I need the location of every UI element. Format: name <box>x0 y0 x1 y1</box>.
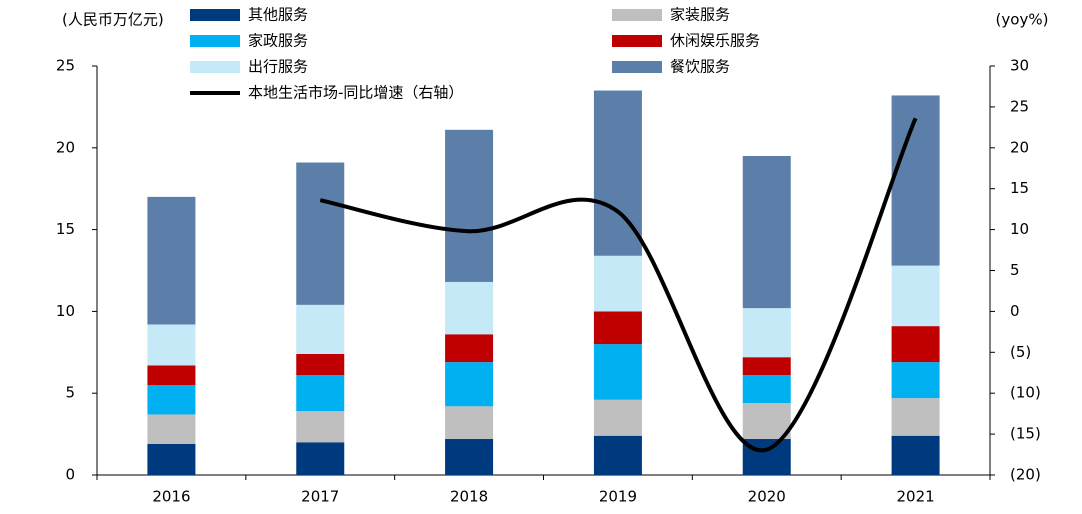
legend-label: 休闲娱乐服务 <box>670 32 760 50</box>
y-tick-label: 25 <box>56 57 75 75</box>
legend-swatch <box>612 35 662 47</box>
x-tick-label: 2019 <box>599 488 637 506</box>
bar-segment <box>296 304 345 354</box>
y-tick-label: 0 <box>65 466 75 484</box>
y2-tick-label: (15) <box>1010 425 1041 443</box>
y-tick-label: 20 <box>56 138 75 156</box>
y-tick-label: 15 <box>56 220 75 238</box>
y-tick-label: 5 <box>65 384 75 402</box>
bar-segment <box>147 385 196 415</box>
legend-label: 其他服务 <box>248 6 308 24</box>
bar-segment <box>445 439 494 475</box>
y2-tick-label: (10) <box>1010 384 1041 402</box>
y2-tick-label: (20) <box>1010 466 1041 484</box>
y2-tick-label: 5 <box>1010 261 1020 279</box>
bar-segment <box>742 155 791 309</box>
y2-tick-label: (5) <box>1010 343 1031 361</box>
bar-segment <box>296 353 345 376</box>
bar-segment <box>891 398 940 436</box>
bar-segment <box>891 265 940 327</box>
bar-segment <box>742 308 791 358</box>
legend-swatch <box>190 61 240 73</box>
bar-segment <box>147 196 196 325</box>
legend-swatch <box>190 35 240 47</box>
legend-swatch <box>612 9 662 21</box>
bar-segment <box>296 162 345 305</box>
bar-segment <box>742 357 791 376</box>
bar-segment <box>593 311 642 345</box>
bar-segment <box>742 403 791 440</box>
legend-swatch <box>612 61 662 73</box>
y2-tick-label: 30 <box>1010 57 1029 75</box>
y2-tick-label: 20 <box>1010 138 1029 156</box>
bar-segment <box>445 362 494 407</box>
y2-tick-label: 15 <box>1010 179 1029 197</box>
bar-segment <box>891 95 940 266</box>
bar-segment <box>445 406 494 440</box>
bar-segment <box>296 442 345 475</box>
y2-tick-label: 25 <box>1010 97 1029 115</box>
x-tick-label: 2018 <box>450 488 488 506</box>
x-tick-label: 2016 <box>152 488 190 506</box>
legend-label: 餐饮服务 <box>670 58 730 76</box>
bar-segment <box>296 375 345 412</box>
y2-axis-label: (yoy%) <box>996 11 1049 29</box>
bar-segment <box>593 399 642 436</box>
bar-segment <box>147 365 196 386</box>
y2-tick-label: 10 <box>1010 220 1029 238</box>
bar-segment <box>147 443 196 475</box>
legend-label: 出行服务 <box>248 58 308 76</box>
legend-label: 本地生活市场-同比增速（右轴） <box>248 84 463 102</box>
bar-segment <box>891 435 940 475</box>
bar-segment <box>445 281 494 335</box>
legend-swatch <box>190 9 240 21</box>
x-tick-label: 2017 <box>301 488 339 506</box>
bar-segment <box>891 362 940 399</box>
bar-segment <box>445 129 494 282</box>
bar-segment <box>147 414 196 444</box>
bar-segment <box>296 411 345 443</box>
bar-segment <box>593 435 642 475</box>
bar-segment <box>891 326 940 363</box>
y2-tick-label: 0 <box>1010 302 1020 320</box>
bar-segment <box>593 255 642 312</box>
legend-label: 家政服务 <box>248 32 308 50</box>
x-tick-label: 2021 <box>896 488 934 506</box>
line-series <box>319 117 918 453</box>
y-tick-label: 10 <box>56 302 75 320</box>
bar-segment <box>147 324 196 366</box>
x-tick-label: 2020 <box>748 488 786 506</box>
y-axis-label: (人民币万亿元) <box>62 11 164 29</box>
bar-segment <box>593 344 642 400</box>
legend-label: 家装服务 <box>670 6 730 24</box>
bar-segment <box>445 334 494 363</box>
bar-segment <box>742 375 791 404</box>
